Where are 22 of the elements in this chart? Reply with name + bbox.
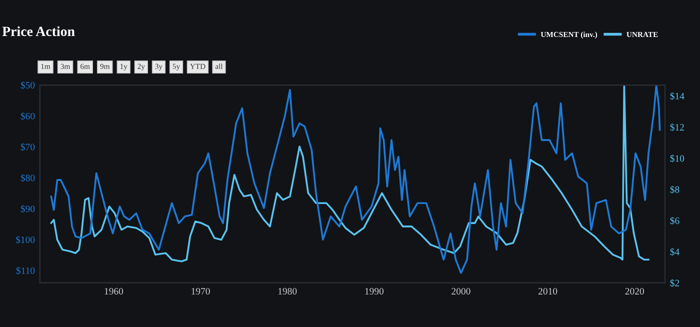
y2-tick-label: $4: [670, 248, 680, 256]
y-tick-label: $70: [20, 143, 35, 151]
y-tick-label: $50: [20, 81, 35, 90]
x-tick-label: 1990: [365, 288, 384, 295]
chart-title: Price Action: [2, 26, 75, 36]
y2-tick-label: $6: [670, 216, 680, 225]
x-tick-label: 1970: [192, 288, 210, 295]
x-tick-label: 2000: [452, 288, 470, 295]
y2-tick-label: $10: [670, 154, 684, 162]
y-tick-label: $100: [16, 236, 35, 244]
x-tick-label: 1980: [278, 288, 297, 295]
y-tick-label: $60: [20, 112, 35, 120]
x-tick-label: 2010: [538, 288, 558, 295]
x-tick-label: 2020: [625, 288, 644, 295]
y-tick-label: $110: [16, 266, 35, 275]
y-tick-label: $90: [20, 205, 35, 213]
x-tick-label: 1960: [104, 288, 124, 295]
y2-tick-label: $2: [670, 279, 680, 287]
y-tick-label: $80: [20, 174, 35, 182]
y2-tick-label: $12: [670, 123, 684, 132]
y2-tick-label: $8: [670, 186, 680, 194]
y2-tick-label: $14: [670, 92, 684, 100]
